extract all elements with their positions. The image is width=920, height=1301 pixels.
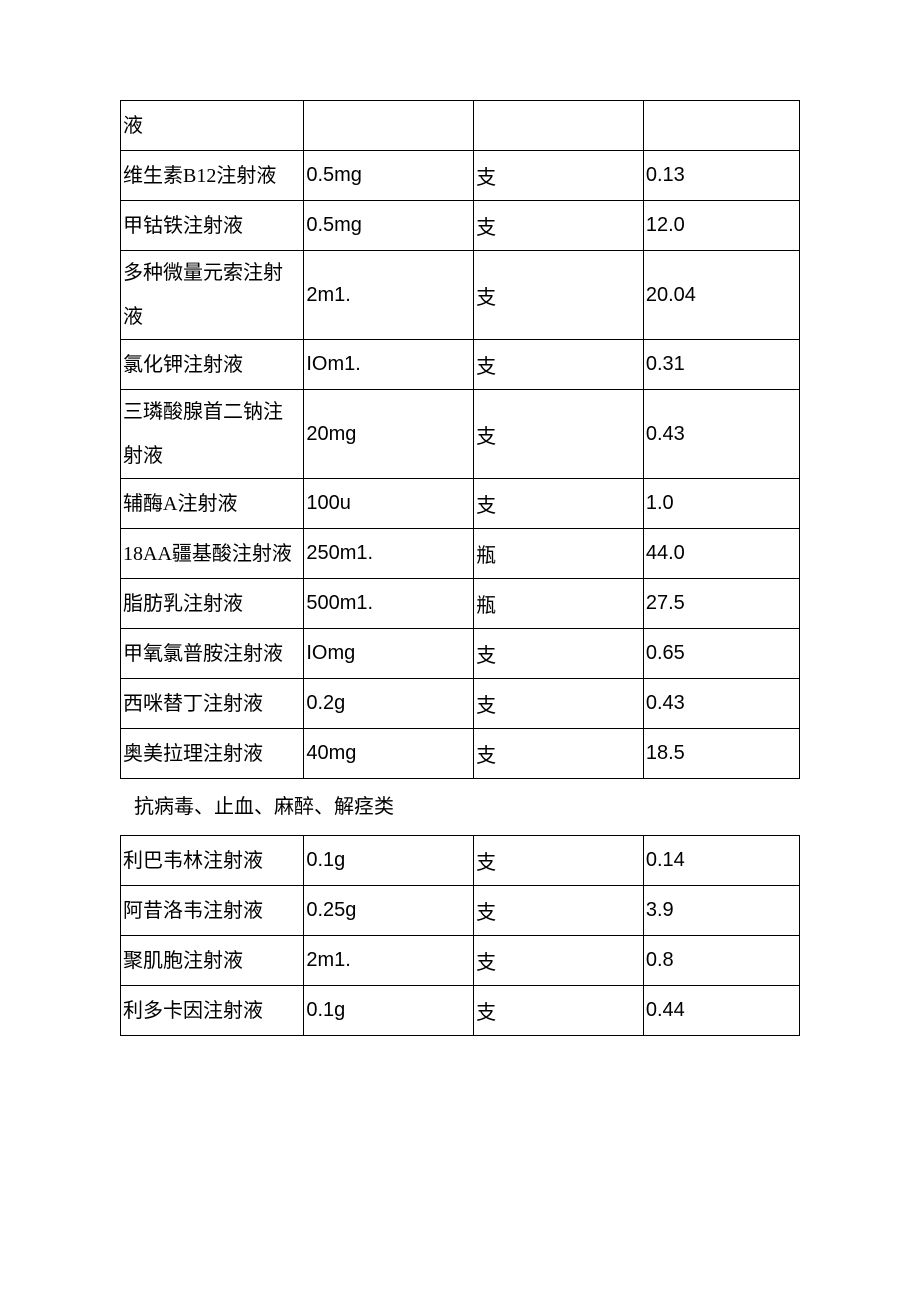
cell-price: 0.44 bbox=[643, 986, 799, 1036]
cell-drug-name: 辅酶A注射液 bbox=[121, 479, 304, 529]
table-row: 聚肌胞注射液2m1.支0.8 bbox=[121, 936, 800, 986]
cell-price bbox=[643, 101, 799, 151]
cell-unit: 支 bbox=[474, 479, 644, 529]
cell-drug-name: 甲氧氯普胺注射液 bbox=[121, 629, 304, 679]
cell-price: 0.65 bbox=[643, 629, 799, 679]
cell-price: 18.5 bbox=[643, 729, 799, 779]
cell-spec: 500m1. bbox=[304, 579, 474, 629]
cell-drug-name: 甲钴铁注射液 bbox=[121, 201, 304, 251]
table-row: 多种微量元索注射液2m1.支20.04 bbox=[121, 251, 800, 340]
cell-price: 12.0 bbox=[643, 201, 799, 251]
table-row: 利巴韦林注射液0.1g支0.14 bbox=[121, 836, 800, 886]
cell-unit: 支 bbox=[474, 729, 644, 779]
cell-drug-name: 利巴韦林注射液 bbox=[121, 836, 304, 886]
table-row: 西咪替丁注射液0.2g支0.43 bbox=[121, 679, 800, 729]
table-row: 液 bbox=[121, 101, 800, 151]
cell-price: 20.04 bbox=[643, 251, 799, 340]
section-heading: 抗病毒、止血、麻醉、解痉类 bbox=[120, 779, 800, 835]
cell-spec: IOm1. bbox=[304, 340, 474, 390]
cell-unit: 支 bbox=[474, 201, 644, 251]
table-row: 甲钴铁注射液0.5mg支12.0 bbox=[121, 201, 800, 251]
table-row: 利多卡因注射液0.1g支0.44 bbox=[121, 986, 800, 1036]
cell-price: 3.9 bbox=[643, 886, 799, 936]
table-row: 氯化钾注射液IOm1.支0.31 bbox=[121, 340, 800, 390]
cell-price: 0.14 bbox=[643, 836, 799, 886]
cell-unit: 瓶 bbox=[474, 529, 644, 579]
cell-price: 0.43 bbox=[643, 679, 799, 729]
cell-unit: 支 bbox=[474, 251, 644, 340]
table-row: 甲氧氯普胺注射液IOmg支0.65 bbox=[121, 629, 800, 679]
cell-drug-name: 阿昔洛韦注射液 bbox=[121, 886, 304, 936]
cell-spec: 0.1g bbox=[304, 986, 474, 1036]
cell-price: 1.0 bbox=[643, 479, 799, 529]
cell-unit: 支 bbox=[474, 886, 644, 936]
cell-drug-name: 奥美拉理注射液 bbox=[121, 729, 304, 779]
cell-drug-name: 液 bbox=[121, 101, 304, 151]
cell-unit: 支 bbox=[474, 836, 644, 886]
cell-spec: IOmg bbox=[304, 629, 474, 679]
cell-spec: 0.2g bbox=[304, 679, 474, 729]
cell-spec: 2m1. bbox=[304, 936, 474, 986]
cell-unit: 支 bbox=[474, 986, 644, 1036]
cell-drug-name: 脂肪乳注射液 bbox=[121, 579, 304, 629]
drug-table-2-body: 利巴韦林注射液0.1g支0.14阿昔洛韦注射液0.25g支3.9聚肌胞注射液2m… bbox=[121, 836, 800, 1036]
cell-unit: 支 bbox=[474, 679, 644, 729]
cell-spec: 40mg bbox=[304, 729, 474, 779]
cell-unit: 支 bbox=[474, 629, 644, 679]
cell-drug-name: 多种微量元索注射液 bbox=[121, 251, 304, 340]
cell-spec bbox=[304, 101, 474, 151]
cell-spec: 0.5mg bbox=[304, 151, 474, 201]
table-row: 奥美拉理注射液40mg支18.5 bbox=[121, 729, 800, 779]
cell-spec: 20mg bbox=[304, 390, 474, 479]
cell-price: 27.5 bbox=[643, 579, 799, 629]
cell-drug-name: 维生素B12注射液 bbox=[121, 151, 304, 201]
cell-price: 44.0 bbox=[643, 529, 799, 579]
cell-price: 0.43 bbox=[643, 390, 799, 479]
drug-table-1-body: 液维生素B12注射液0.5mg支0.13甲钴铁注射液0.5mg支12.0多种微量… bbox=[121, 101, 800, 779]
drug-table-2: 利巴韦林注射液0.1g支0.14阿昔洛韦注射液0.25g支3.9聚肌胞注射液2m… bbox=[120, 835, 800, 1036]
cell-unit: 瓶 bbox=[474, 579, 644, 629]
cell-unit: 支 bbox=[474, 936, 644, 986]
cell-unit: 支 bbox=[474, 151, 644, 201]
cell-unit: 支 bbox=[474, 390, 644, 479]
cell-drug-name: 三璘酸腺首二钠注射液 bbox=[121, 390, 304, 479]
cell-spec: 0.5mg bbox=[304, 201, 474, 251]
cell-spec: 2m1. bbox=[304, 251, 474, 340]
cell-drug-name: 西咪替丁注射液 bbox=[121, 679, 304, 729]
cell-spec: 0.25g bbox=[304, 886, 474, 936]
cell-spec: 0.1g bbox=[304, 836, 474, 886]
table-row: 18AA疆基酸注射液250m1.瓶44.0 bbox=[121, 529, 800, 579]
cell-unit: 支 bbox=[474, 340, 644, 390]
drug-table-1: 液维生素B12注射液0.5mg支0.13甲钴铁注射液0.5mg支12.0多种微量… bbox=[120, 100, 800, 779]
table-row: 辅酶A注射液100u支1.0 bbox=[121, 479, 800, 529]
cell-spec: 250m1. bbox=[304, 529, 474, 579]
table-row: 维生素B12注射液0.5mg支0.13 bbox=[121, 151, 800, 201]
cell-drug-name: 聚肌胞注射液 bbox=[121, 936, 304, 986]
cell-spec: 100u bbox=[304, 479, 474, 529]
cell-price: 0.8 bbox=[643, 936, 799, 986]
table-row: 阿昔洛韦注射液0.25g支3.9 bbox=[121, 886, 800, 936]
cell-unit bbox=[474, 101, 644, 151]
table-row: 三璘酸腺首二钠注射液20mg支0.43 bbox=[121, 390, 800, 479]
cell-price: 0.13 bbox=[643, 151, 799, 201]
cell-drug-name: 利多卡因注射液 bbox=[121, 986, 304, 1036]
cell-drug-name: 18AA疆基酸注射液 bbox=[121, 529, 304, 579]
table-row: 脂肪乳注射液500m1.瓶27.5 bbox=[121, 579, 800, 629]
cell-price: 0.31 bbox=[643, 340, 799, 390]
cell-drug-name: 氯化钾注射液 bbox=[121, 340, 304, 390]
